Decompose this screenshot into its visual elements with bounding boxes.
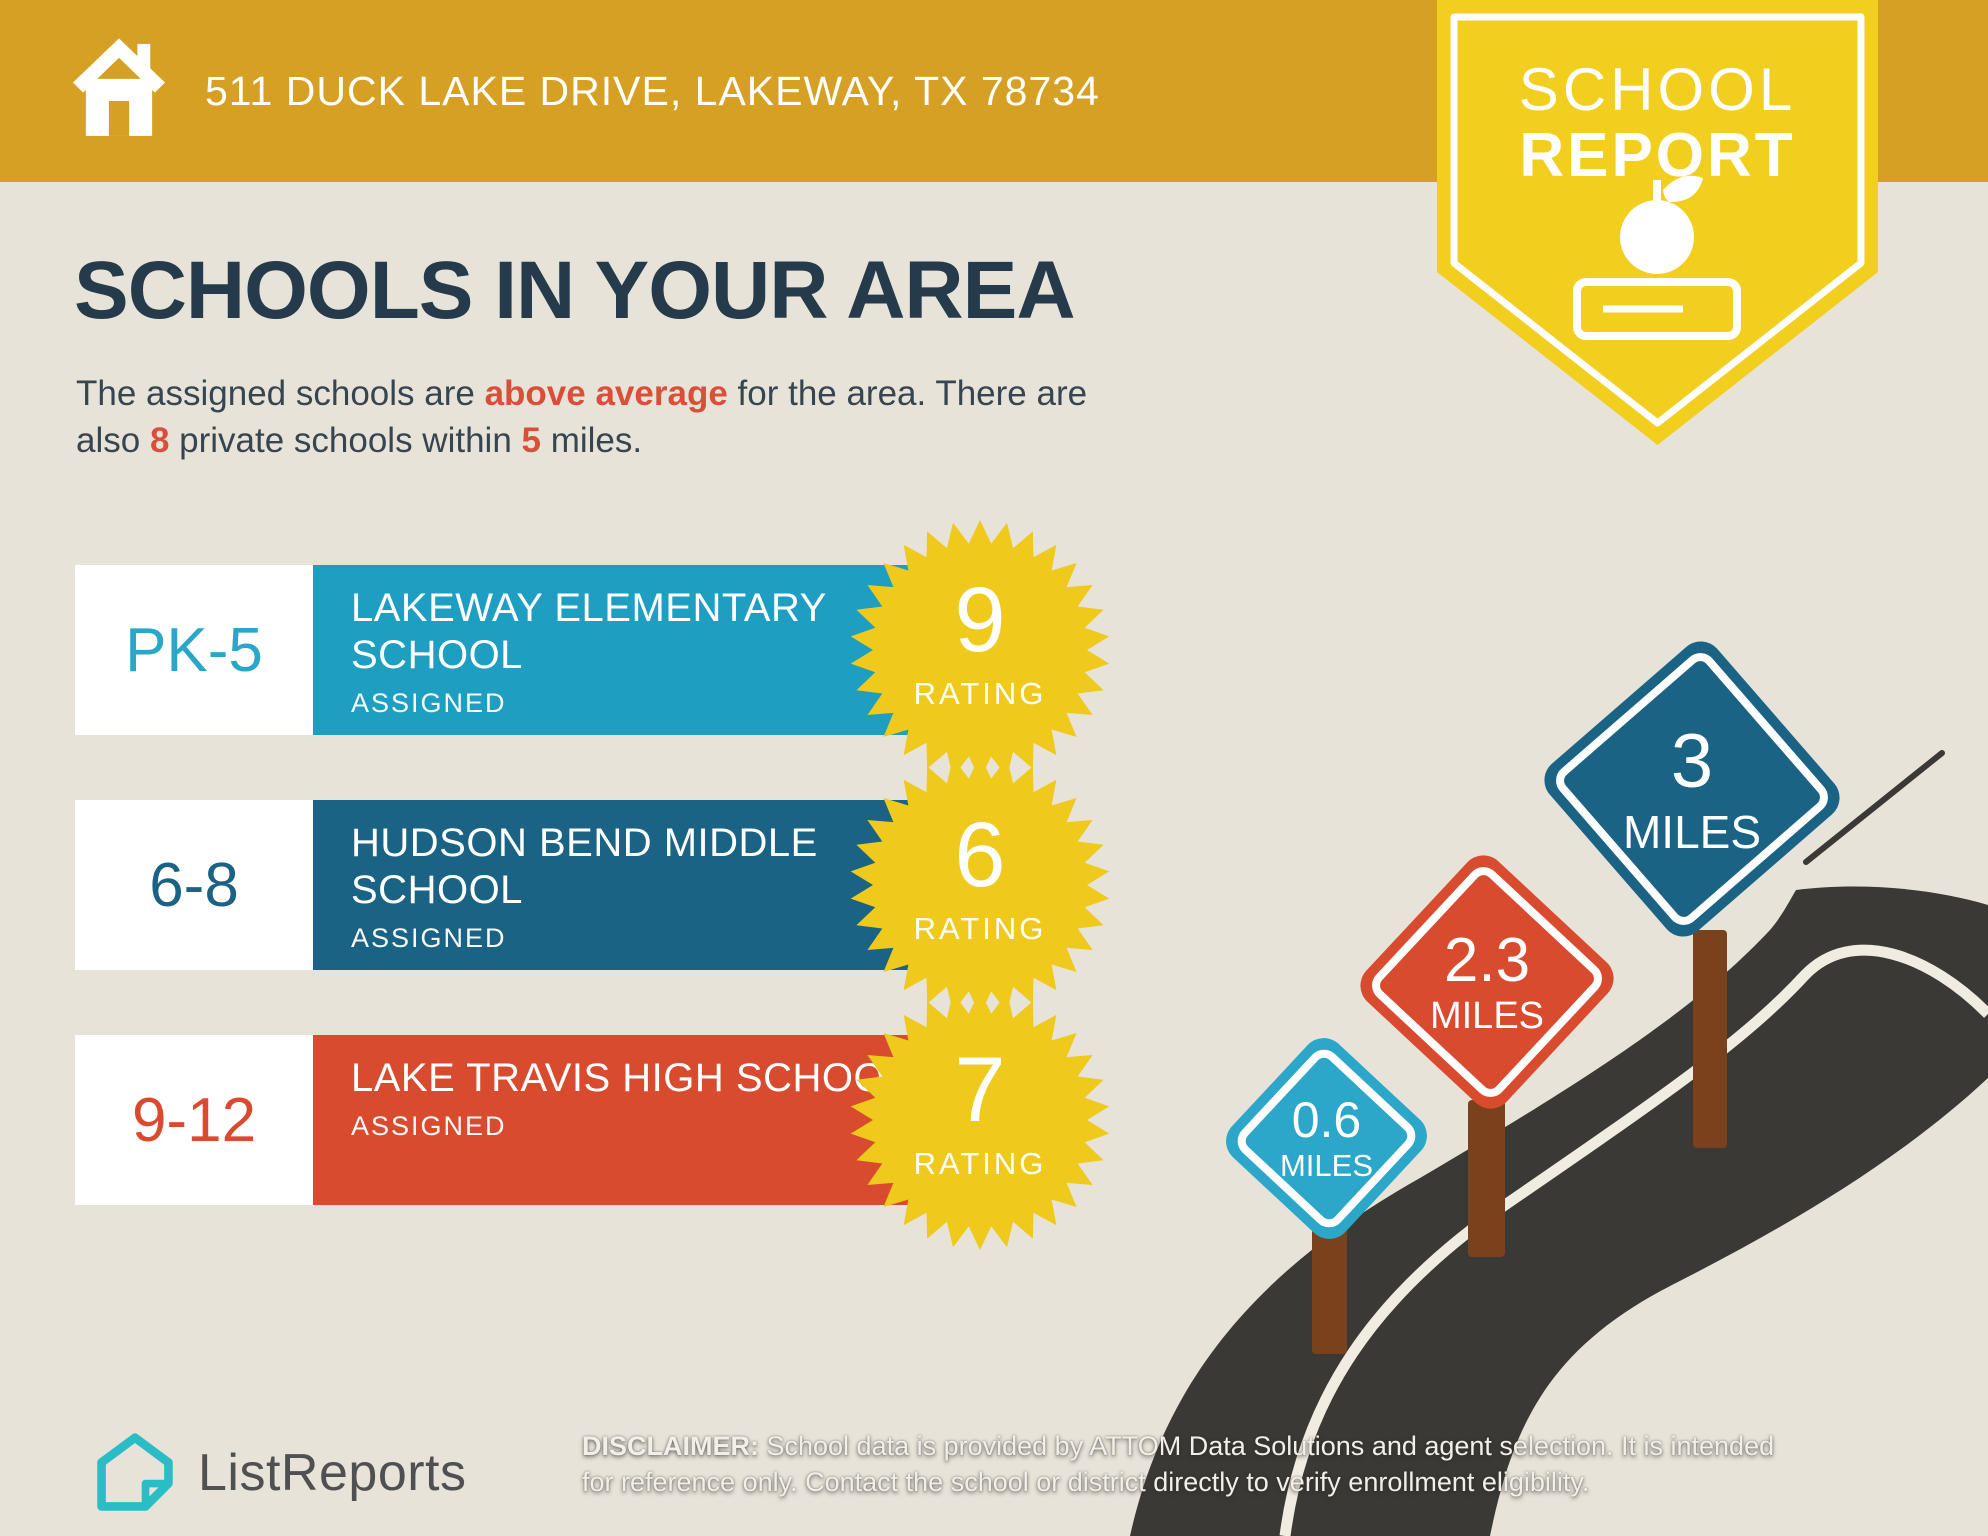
sign-label: 2.3 MILES xyxy=(1391,886,1583,1078)
rating-word: RATING xyxy=(913,676,1047,711)
disclaimer-label: DISCLAIMER: xyxy=(582,1431,759,1461)
school-name: LAKE TRAVIS HIGH SCHOOL xyxy=(351,1056,908,1100)
intro-text: The assigned schools are above average f… xyxy=(76,370,1087,464)
sign-post xyxy=(1468,1100,1505,1257)
school-report-badge: SCHOOL REPORT xyxy=(1437,0,1878,448)
listreports-logo: ListReports xyxy=(92,1430,467,1516)
school-status: ASSIGNED xyxy=(351,688,507,718)
disclaimer-text: DISCLAIMER: School data is provided by A… xyxy=(582,1428,1774,1500)
rating-label: 6 RATING xyxy=(850,755,1110,1015)
school-name: LAKEWAY ELEMENTARY SCHOOL xyxy=(351,586,827,677)
brand-wordmark: ListReports xyxy=(198,1444,467,1502)
badge-shape xyxy=(1437,0,1878,445)
disclaimer-line-1: DISCLAIMER: School data is provided by A… xyxy=(582,1431,1775,1461)
disclaimer-line-2: for reference only. Contact the school o… xyxy=(582,1467,1590,1497)
grade-range: 9-12 xyxy=(131,1085,257,1155)
rating-value: 6 xyxy=(954,804,1006,906)
badge-word-report: REPORT xyxy=(1519,120,1796,190)
grade-range-box: 6-8 xyxy=(75,800,313,970)
distance-sign-3-miles: 3 MILES xyxy=(1535,632,1849,946)
page-title: SCHOOLS IN YOUR AREA xyxy=(74,245,1076,336)
sign-unit: MILES xyxy=(1429,994,1545,1037)
rating-label: 9 RATING xyxy=(850,520,1110,780)
rating-value: 9 xyxy=(954,569,1006,671)
grade-range-box: 9-12 xyxy=(75,1035,313,1205)
rating-starburst: 9 RATING xyxy=(850,520,1110,780)
sign-unit: MILES xyxy=(1279,1147,1374,1183)
badge-text: SCHOOL REPORT xyxy=(1437,56,1878,190)
sign-label: 0.6 MILES xyxy=(1249,1061,1404,1216)
school-bar: HUDSON BEND MIDDLE SCHOOL ASSIGNED xyxy=(313,800,920,970)
sign-post xyxy=(1312,1228,1347,1354)
grade-range: 6-8 xyxy=(149,850,239,920)
school-status: ASSIGNED xyxy=(351,923,507,953)
listreports-house-icon xyxy=(97,1433,173,1511)
intro-line-2: also 8 private schools within 5 miles. xyxy=(76,421,643,460)
grade-range: PK-5 xyxy=(125,615,263,685)
intro-line-1: The assigned schools are above average f… xyxy=(76,374,1088,413)
sign-label: 3 MILES xyxy=(1581,678,1803,900)
rating-word: RATING xyxy=(913,1146,1047,1181)
rating-word: RATING xyxy=(913,911,1047,946)
highlight-private-count: 8 xyxy=(149,421,170,460)
highlight-radius-miles: 5 xyxy=(521,421,541,460)
rating-starburst: 7 RATING xyxy=(850,990,1110,1250)
sign-distance: 0.6 xyxy=(1291,1092,1362,1149)
rating-value: 7 xyxy=(954,1039,1006,1141)
property-address: 511 DUCK LAKE DRIVE, LAKEWAY, TX 78734 xyxy=(205,67,1100,114)
grade-range-box: PK-5 xyxy=(75,565,313,735)
school-row-middle: 6-8 HUDSON BEND MIDDLE SCHOOL ASSIGNED 6… xyxy=(75,755,1115,1015)
sign-post xyxy=(1693,930,1727,1148)
school-row-elementary: PK-5 LAKEWAY ELEMENTARY SCHOOL ASSIGNED … xyxy=(75,520,1115,780)
school-bar: LAKEWAY ELEMENTARY SCHOOL ASSIGNED xyxy=(313,565,920,735)
school-bar: LAKE TRAVIS HIGH SCHOOL ASSIGNED xyxy=(313,1035,920,1205)
rating-label: 7 RATING xyxy=(850,990,1110,1250)
sign-distance: 2.3 xyxy=(1443,925,1531,995)
highlight-above-average: above average xyxy=(484,374,728,413)
sign-unit: MILES xyxy=(1622,805,1762,858)
badge-word-school: SCHOOL xyxy=(1518,56,1797,123)
school-name: HUDSON BEND MIDDLE SCHOOL xyxy=(351,821,818,912)
sign-distance: 3 xyxy=(1670,718,1714,804)
rating-starburst: 6 RATING xyxy=(850,755,1110,1015)
school-row-high: 9-12 LAKE TRAVIS HIGH SCHOOL ASSIGNED 7 … xyxy=(75,990,1115,1250)
apple-on-book-icon xyxy=(1573,175,1741,340)
home-icon xyxy=(73,38,165,136)
school-status: ASSIGNED xyxy=(351,1111,507,1141)
